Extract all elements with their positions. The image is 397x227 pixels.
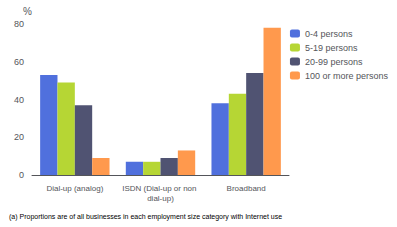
svg-text:80: 80 — [14, 19, 24, 29]
svg-text:Dial-up (analog): Dial-up (analog) — [46, 184, 103, 193]
svg-text:40: 40 — [14, 95, 24, 105]
svg-text:60: 60 — [14, 57, 24, 67]
svg-text:20: 20 — [14, 132, 24, 142]
svg-text:Broadband: Broadband — [227, 184, 266, 193]
svg-text:20-99 persons: 20-99 persons — [305, 57, 363, 67]
svg-text:%: % — [23, 6, 32, 17]
svg-text:0: 0 — [19, 170, 24, 180]
svg-text:(a) Proportions are of all bus: (a) Proportions are of all businesses in… — [9, 213, 282, 221]
svg-text:0-4 persons: 0-4 persons — [305, 29, 353, 39]
svg-text:100 or more persons: 100 or more persons — [305, 71, 389, 81]
svg-text:5-19 persons: 5-19 persons — [305, 43, 358, 53]
svg-text:ISDN (Dial-up or non: ISDN (Dial-up or non — [122, 184, 198, 193]
svg-text:dial-up): dial-up) — [147, 194, 174, 203]
